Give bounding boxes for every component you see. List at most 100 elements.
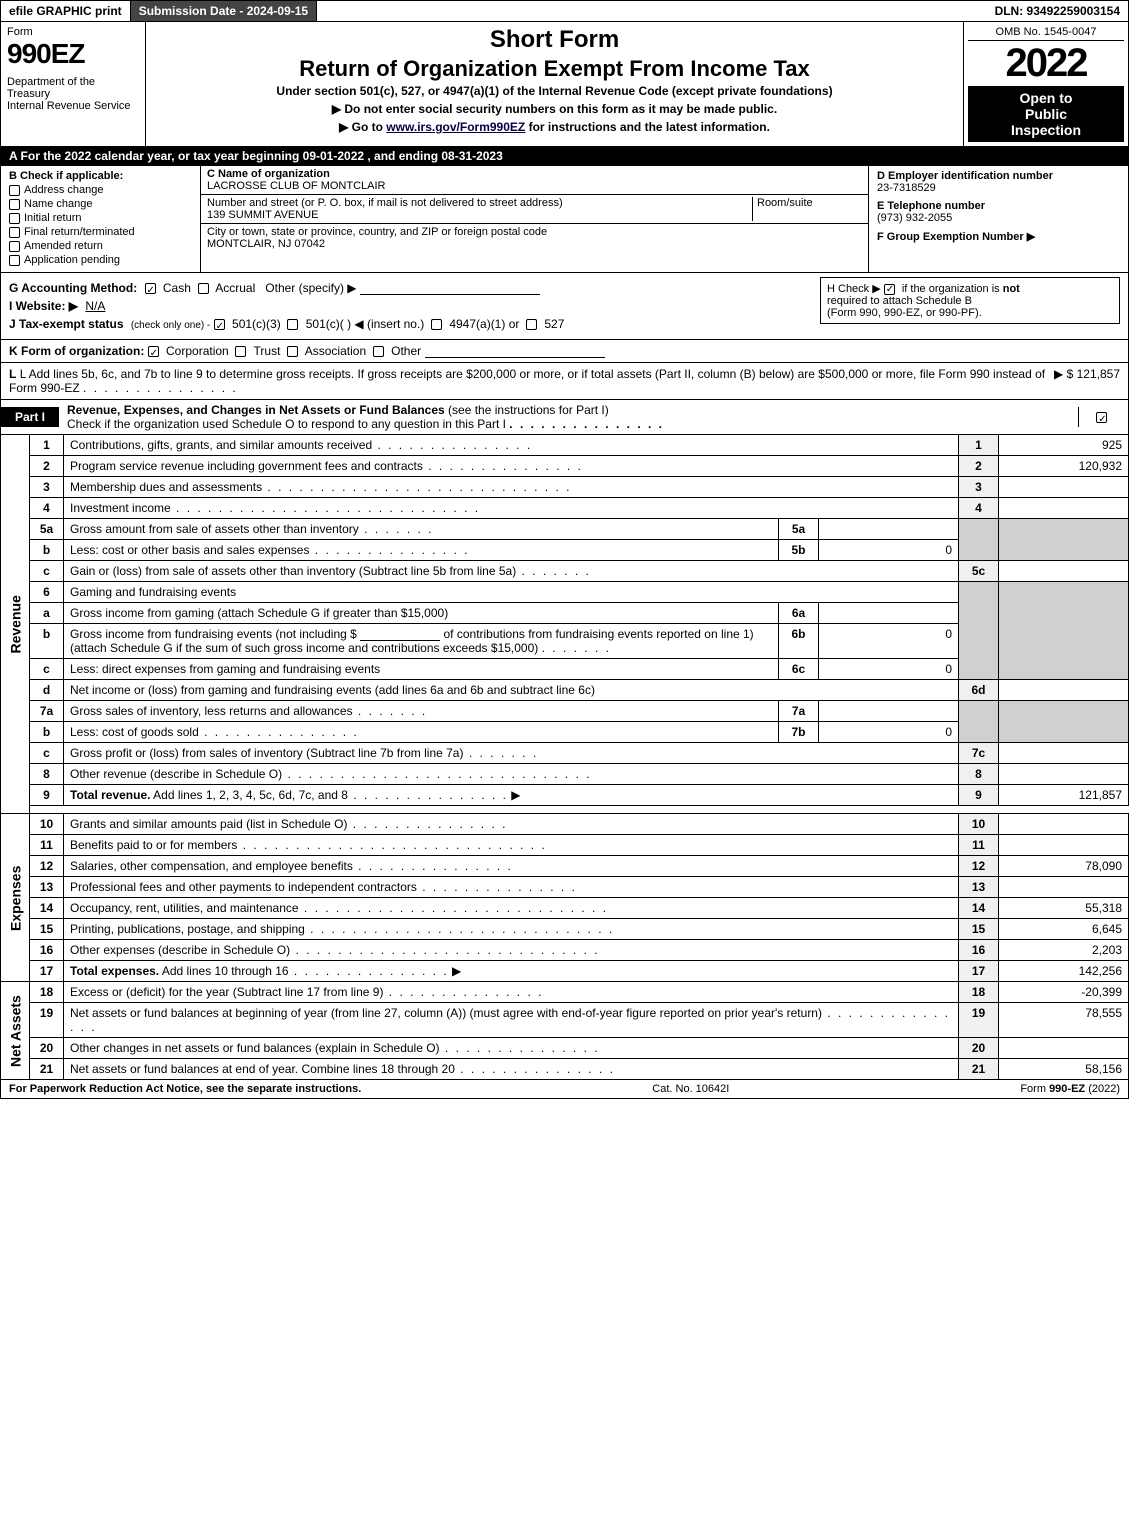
ld: Benefits paid to or for members xyxy=(70,838,237,852)
checkbox-icon[interactable] xyxy=(235,346,246,357)
efile-label[interactable]: efile GRAPHIC print xyxy=(1,1,131,21)
shade-box xyxy=(959,582,999,680)
ln: 4 xyxy=(30,498,64,519)
ln: 12 xyxy=(30,856,64,877)
e-label: E Telephone number xyxy=(877,200,1120,212)
ln: 16 xyxy=(30,940,64,961)
la: 6,645 xyxy=(999,919,1129,940)
d-label: D Employer identification number xyxy=(877,170,1120,182)
ld: Gross amount from sale of assets other t… xyxy=(70,522,359,536)
checkbox-checked-icon[interactable] xyxy=(145,283,156,294)
checkbox-icon[interactable] xyxy=(9,185,20,196)
la xyxy=(999,877,1129,898)
ln: 18 xyxy=(30,982,64,1003)
ln: c xyxy=(30,561,64,582)
la xyxy=(999,814,1129,835)
ld1: Gross income from fundraising events (no… xyxy=(70,627,357,641)
la xyxy=(999,477,1129,498)
ld: Gain or (loss) from sale of assets other… xyxy=(70,564,516,578)
checkbox-icon[interactable] xyxy=(287,319,298,330)
lb: 10 xyxy=(959,814,999,835)
omb-number: OMB No. 1545-0047 xyxy=(968,26,1124,41)
ld: Total revenue. xyxy=(70,788,150,802)
part-i-tab: Part I xyxy=(1,407,59,427)
line-4: 4 Investment income 4 xyxy=(1,498,1129,519)
i-label: I Website: ▶ xyxy=(9,299,78,313)
h-not: not xyxy=(1003,283,1020,295)
page-footer: For Paperwork Reduction Act Notice, see … xyxy=(0,1080,1129,1099)
sn: 6a xyxy=(779,603,819,624)
chk-name-change[interactable]: Name change xyxy=(9,198,192,210)
chk-amended-return[interactable]: Amended return xyxy=(9,240,192,252)
lb: 21 xyxy=(959,1059,999,1080)
part-i-title: Revenue, Expenses, and Changes in Net As… xyxy=(59,400,1078,434)
chk-initial-return[interactable]: Initial return xyxy=(9,212,192,224)
chk-address-change[interactable]: Address change xyxy=(9,184,192,196)
lb: 8 xyxy=(959,764,999,785)
part-i-checkbox[interactable] xyxy=(1078,407,1128,427)
org-name: LACROSSE CLUB OF MONTCLAIR xyxy=(207,180,385,192)
sv: 0 xyxy=(819,540,959,561)
shade-box xyxy=(959,519,999,561)
lb: 18 xyxy=(959,982,999,1003)
h-text2: if the organization is xyxy=(902,283,1003,295)
line-2: 2 Program service revenue including gove… xyxy=(1,456,1129,477)
checkbox-icon[interactable] xyxy=(287,346,298,357)
sv: 0 xyxy=(819,624,959,659)
g-other-fill[interactable] xyxy=(360,281,540,295)
k-other: Other xyxy=(391,344,421,358)
ln: 2 xyxy=(30,456,64,477)
checkbox-icon[interactable] xyxy=(9,199,20,210)
la: -20,399 xyxy=(999,982,1129,1003)
line-10: Expenses 10 Grants and similar amounts p… xyxy=(1,814,1129,835)
k-other-fill[interactable] xyxy=(425,344,605,358)
form-word: Form xyxy=(7,26,139,38)
section-b-c-d: B Check if applicable: Address change Na… xyxy=(0,166,1129,273)
checkbox-icon[interactable] xyxy=(9,227,20,238)
line-6d: d Net income or (loss) from gaming and f… xyxy=(1,680,1129,701)
ln: 21 xyxy=(30,1059,64,1080)
checkbox-icon[interactable] xyxy=(9,255,20,266)
checkbox-checked-icon[interactable] xyxy=(148,346,159,357)
j-note: (check only one) - xyxy=(131,320,210,331)
line-21: 21 Net assets or fund balances at end of… xyxy=(1,1059,1129,1080)
part-i-note: (see the instructions for Part I) xyxy=(448,403,609,417)
irs-link[interactable]: www.irs.gov/Form990EZ xyxy=(386,120,525,134)
checkbox-icon[interactable] xyxy=(373,346,384,357)
footer-left: For Paperwork Reduction Act Notice, see … xyxy=(9,1083,361,1095)
line-1: Revenue 1 Contributions, gifts, grants, … xyxy=(1,435,1129,456)
h-text1: H Check ▶ xyxy=(827,283,881,295)
checkbox-checked-icon[interactable] xyxy=(884,284,895,295)
line-6: 6 Gaming and fundraising events xyxy=(1,582,1129,603)
ld: Professional fees and other payments to … xyxy=(70,880,417,894)
checkbox-checked-icon[interactable] xyxy=(1096,412,1107,423)
k-trust: Trust xyxy=(254,344,281,358)
ln: a xyxy=(30,603,64,624)
ld: Program service revenue including govern… xyxy=(70,459,423,473)
lb: 13 xyxy=(959,877,999,898)
ln: 6 xyxy=(30,582,64,603)
chk-final-return[interactable]: Final return/terminated xyxy=(9,226,192,238)
ln: 20 xyxy=(30,1038,64,1059)
row-a-taxyear: A For the 2022 calendar year, or tax yea… xyxy=(0,147,1129,166)
lines-table: Revenue 1 Contributions, gifts, grants, … xyxy=(0,435,1129,1080)
submission-date: Submission Date - 2024-09-15 xyxy=(131,1,317,21)
shade-amt xyxy=(999,582,1129,680)
ln: 7a xyxy=(30,701,64,722)
checkbox-icon[interactable] xyxy=(526,319,537,330)
sn: 6b xyxy=(779,624,819,659)
form-header: Form 990EZ Department of the Treasury In… xyxy=(0,22,1129,147)
checkbox-icon[interactable] xyxy=(9,213,20,224)
ln: c xyxy=(30,743,64,764)
chk-application-pending[interactable]: Application pending xyxy=(9,254,192,266)
footer-catno: Cat. No. 10642I xyxy=(361,1083,1020,1095)
checkbox-icon[interactable] xyxy=(9,241,20,252)
6b-blank[interactable] xyxy=(360,627,440,641)
ld: Gaming and fundraising events xyxy=(64,582,959,603)
la xyxy=(999,680,1129,701)
checkbox-icon[interactable] xyxy=(431,319,442,330)
checkbox-checked-icon[interactable] xyxy=(214,319,225,330)
ln: b xyxy=(30,722,64,743)
line-5c: c Gain or (loss) from sale of assets oth… xyxy=(1,561,1129,582)
checkbox-icon[interactable] xyxy=(198,283,209,294)
